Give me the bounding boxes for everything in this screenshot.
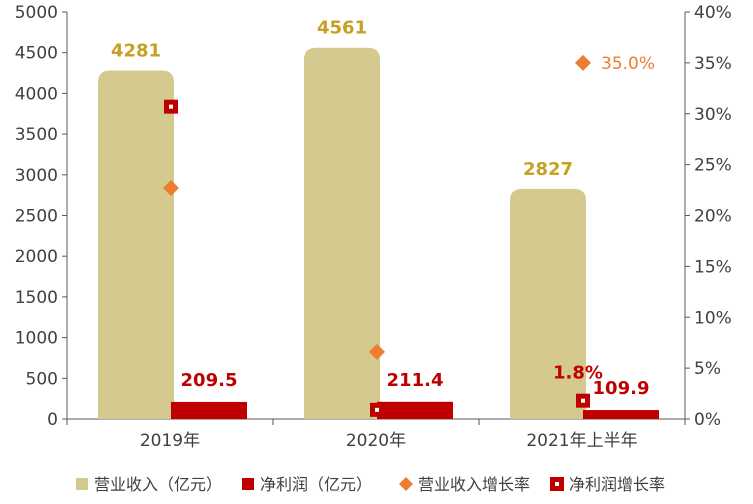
profit-bar xyxy=(171,401,247,419)
left-tick-label: 0 xyxy=(47,410,58,430)
profit-growth-marker-center xyxy=(169,104,173,109)
legend-swatch-center xyxy=(555,482,559,486)
right-axis-ticks: 0% 5% 10% 15% 20% 25% 30% 35% 40% xyxy=(685,3,732,430)
legend: 营业收入（亿元） 净利润（亿元） 营业收入增长率 净利润增长率 xyxy=(76,475,665,494)
left-tick-label: 4500 xyxy=(15,44,58,64)
category-labels: 2019年 2020年 2021年上半年 xyxy=(140,431,638,451)
right-tick-label: 5% xyxy=(694,359,721,379)
profit-bar xyxy=(583,410,659,419)
legend-swatch xyxy=(76,478,88,490)
left-tick-label: 2500 xyxy=(15,207,58,227)
left-axis-ticks: 0 500 1000 1500 2000 2500 3000 3500 4000 4500 5000 xyxy=(15,3,67,430)
category-label: 2021年上半年 xyxy=(526,431,637,451)
left-tick-label: 500 xyxy=(26,369,58,389)
right-tick-label: 35% xyxy=(694,54,732,74)
right-tick-label: 20% xyxy=(694,207,732,227)
revenue-label: 4281 xyxy=(111,41,161,62)
legend-label: 净利润增长率 xyxy=(569,475,665,494)
legend-label: 净利润（亿元） xyxy=(260,475,372,494)
left-tick-label: 1500 xyxy=(15,288,58,308)
revenue-growth-label: 35.0% xyxy=(601,54,655,74)
revenue-label: 4561 xyxy=(317,18,367,39)
revenue-label: 2827 xyxy=(523,159,573,180)
right-tick-label: 25% xyxy=(694,156,732,176)
bars xyxy=(98,47,659,420)
profit-growth-label: 1.8% xyxy=(553,363,603,384)
right-tick-label: 10% xyxy=(694,308,732,328)
profit-growth-marker-center xyxy=(375,407,379,412)
profit-label: 109.9 xyxy=(593,378,650,399)
revenue-bar xyxy=(304,47,380,420)
revenue-growth-marker xyxy=(163,180,179,197)
data-labels: 4281 209.5 4561 211.4 2827 109.9 35.0% 1.8% xyxy=(111,18,655,399)
profit-label: 211.4 xyxy=(387,370,444,391)
markers xyxy=(163,54,591,417)
right-tick-label: 30% xyxy=(694,105,732,125)
legend-label: 营业收入增长率 xyxy=(418,475,530,494)
right-tick-label: 15% xyxy=(694,257,732,277)
legend-swatch xyxy=(242,478,254,490)
profit-growth-marker-center xyxy=(581,398,585,403)
left-tick-label: 4000 xyxy=(15,84,58,104)
category-label: 2020年 xyxy=(346,431,406,451)
left-tick-label: 1000 xyxy=(15,329,58,349)
revenue-bar xyxy=(510,188,586,419)
left-tick-label: 3500 xyxy=(15,125,58,145)
left-tick-label: 3000 xyxy=(15,166,58,186)
revenue-bar xyxy=(98,70,174,419)
left-tick-label: 2000 xyxy=(15,247,58,267)
profit-label: 209.5 xyxy=(181,370,238,391)
category-label: 2019年 xyxy=(140,431,200,451)
profit-bar xyxy=(377,401,453,419)
right-tick-label: 40% xyxy=(694,3,732,23)
left-tick-label: 5000 xyxy=(15,3,58,23)
right-tick-label: 0% xyxy=(694,410,721,430)
revenue-growth-marker xyxy=(369,343,385,360)
legend-label: 营业收入（亿元） xyxy=(94,475,222,494)
legend-swatch xyxy=(399,477,413,491)
revenue-growth-marker xyxy=(575,54,591,71)
